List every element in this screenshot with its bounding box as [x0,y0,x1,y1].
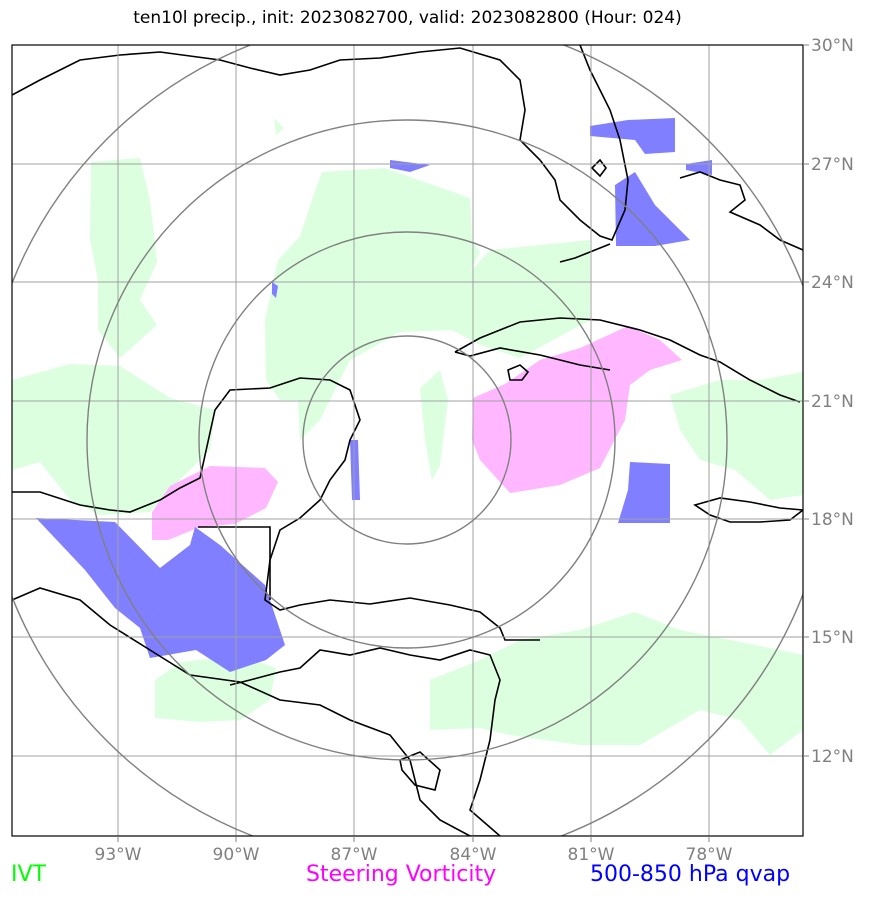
coastline-jamaica [693,497,803,523]
ivt-region-west-gulf [12,364,215,515]
lon-label: 90°W [213,845,260,865]
map-frame [11,44,804,837]
coastline-gulf-north [12,45,629,241]
range-ring-2 [198,231,616,649]
qvap-region-east-gulf [390,160,430,172]
ivt-regions [12,118,803,755]
range-ring-3 [86,119,728,761]
vorticity-regions [152,326,682,540]
range-ring-1 [302,335,512,545]
vorticity-region-guatemala [152,466,278,540]
map-title: ten10l precip., init: 2023082700, valid:… [133,8,682,28]
legend-vorticity: Steering Vorticity [306,862,497,887]
ivt-region-east-caribbean [670,372,803,500]
legend-ivt: IVT [11,862,46,887]
lat-label: 12°N [811,747,854,767]
ivt-region-north-gulf [90,158,157,358]
ivt-region-cuba-strip [420,370,448,480]
lon-label: 87°W [331,845,378,865]
qvap-region-mexico [36,518,285,672]
lon-label: 93°W [95,845,142,865]
ivt-region-honduras [155,656,276,722]
ivt-region-central-gulf [265,168,590,440]
qvap-region-bahamas [615,172,690,246]
range-rings [12,45,803,836]
ivt-region-south-caribbean [430,612,803,755]
qvap-region-tiny [272,282,278,298]
coastline-gulf-west [12,377,540,641]
coastline-honduras-caribbean [229,647,501,836]
lat-labels: 30°N 27°N 24°N 21°N 18°N 15°N 12°N [811,36,854,767]
lon-label: 81°W [568,845,615,865]
lat-label: 30°N [811,36,854,56]
ivt-region-small [274,118,284,135]
coastline-lake-nicaragua [399,751,441,791]
tick-marks [117,44,809,842]
coastline-florida-keys [559,243,611,263]
lon-label: 78°W [686,845,733,865]
coastlines [12,45,803,836]
gridlines [12,45,803,836]
lat-label: 18°N [811,510,854,530]
lon-label: 84°W [450,845,497,865]
qvap-regions [36,118,712,672]
coastline-mexico-border [198,526,271,600]
lon-labels: 93°W 90°W 87°W 84°W 81°W 78°W [95,845,733,865]
qvap-region-yucatan-strip [350,440,360,500]
lat-label: 15°N [811,628,854,648]
lat-label: 24°N [811,273,854,293]
coastline-bahamas [679,171,803,251]
legend-qvap: 500-850 hPa qvap [590,862,791,887]
coastline-lake-okeechobee [590,158,607,178]
vorticity-region-caribbean [472,326,682,493]
coastline-cuba [454,317,801,403]
coastline-isle-of-youth [507,364,530,381]
lat-label: 21°N [811,392,854,412]
qvap-region-florida [590,118,675,154]
lat-label: 27°N [811,155,854,175]
coastline-central-america-pacific [12,587,500,836]
qvap-region-jamaica-south [618,462,670,523]
